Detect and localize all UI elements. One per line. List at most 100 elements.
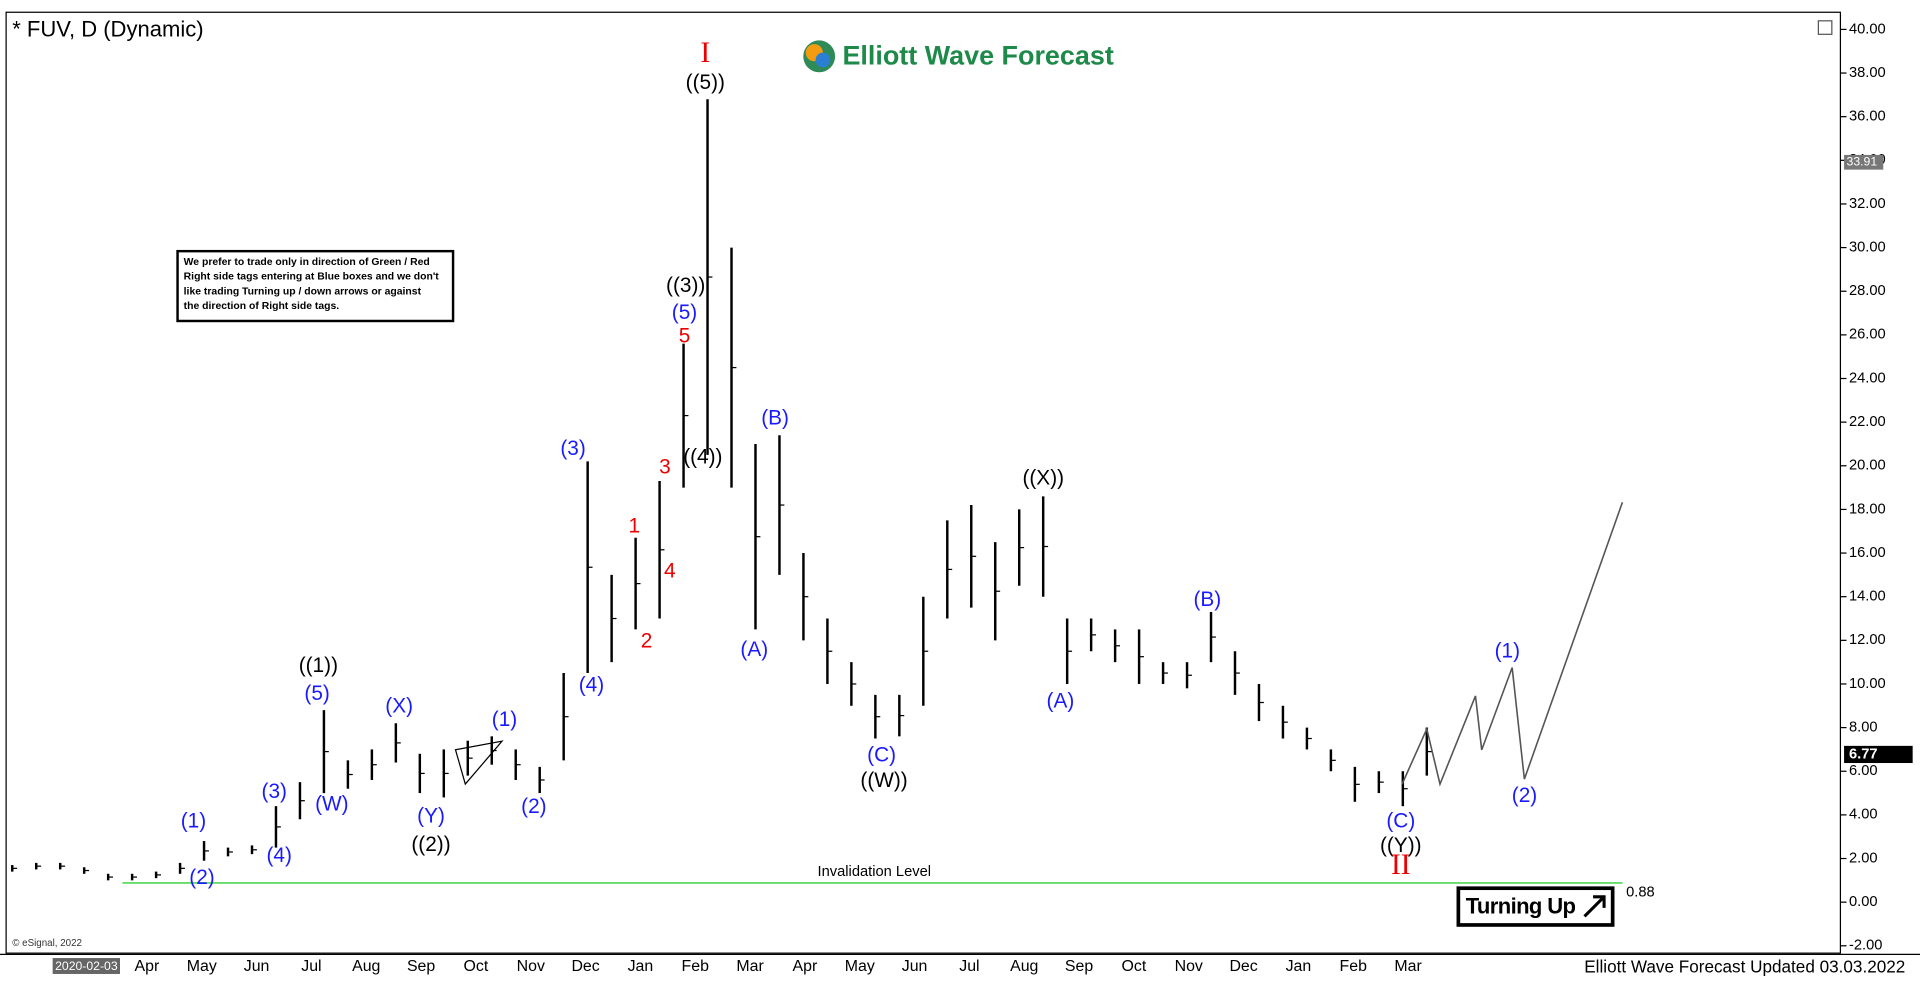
- wave-label: (3): [560, 437, 585, 460]
- wave-label: 1: [628, 514, 640, 537]
- last-price-tag: [1844, 745, 1913, 764]
- turning-badge: Turning Up: [1456, 886, 1615, 927]
- note-line: Right side tags entering at Blue boxes a…: [184, 272, 440, 283]
- chart-title: * FUV, D (Dynamic): [12, 16, 203, 41]
- x-tick-label: May: [845, 958, 875, 975]
- note-line: the direction of Right side tags.: [184, 301, 340, 312]
- projection-line: [1401, 501, 1624, 787]
- start-date: 2020-02-03: [55, 959, 118, 973]
- x-tick-label: Mar: [1394, 958, 1422, 975]
- marker-price-label: 33.91: [1847, 155, 1878, 169]
- y-tick-label: 16.00: [1849, 545, 1886, 561]
- x-tick-label: Jun: [902, 958, 928, 975]
- triangle-pattern: [454, 740, 504, 786]
- wave-label: (A): [1047, 689, 1075, 712]
- wave-label: 3: [659, 455, 671, 478]
- plot-frame: [5, 11, 1842, 954]
- y-tick-label: 20.00: [1849, 458, 1886, 474]
- y-tick-label: -2.00: [1849, 938, 1882, 954]
- wave-label: (4): [579, 674, 604, 697]
- y-tick-label: 26.00: [1849, 327, 1886, 343]
- wave-label: I: [700, 37, 710, 69]
- wave-label: (W): [315, 792, 349, 815]
- wave-label: (5): [672, 301, 697, 324]
- wave-label: 2: [641, 629, 653, 652]
- y-tick-label: 0.00: [1849, 894, 1878, 910]
- x-tick-label: Dec: [1229, 958, 1257, 975]
- wave-label: (C): [1386, 810, 1415, 833]
- wave-label: ((2)): [411, 833, 450, 856]
- badge-arrow: [1583, 895, 1606, 918]
- wave-label: (3): [262, 780, 287, 803]
- y-tick-label: 28.00: [1849, 283, 1886, 299]
- x-tick-label: May: [187, 958, 217, 975]
- note-line: like trading Turning up / down arrows or…: [184, 286, 422, 297]
- wave-label: 4: [664, 560, 676, 583]
- wave-label: (B): [1193, 588, 1221, 611]
- x-tick-label: Sep: [1065, 958, 1093, 975]
- y-tick-label: 18.00: [1849, 501, 1886, 517]
- note-frame: [176, 249, 455, 323]
- wave-label: (X): [385, 694, 413, 717]
- wave-label: (2): [189, 866, 214, 889]
- last-price-label: 6.77: [1849, 746, 1878, 762]
- wave-label: (1): [1495, 639, 1520, 662]
- y-tick-label: 22.00: [1849, 414, 1886, 430]
- x-tick-label: Jun: [244, 958, 270, 975]
- copyright: © eSignal, 2022: [12, 938, 82, 949]
- y-tick-label: 24.00: [1849, 370, 1886, 386]
- x-tick-label: Sep: [407, 958, 435, 975]
- note-line: We prefer to trade only in direction of …: [184, 257, 430, 268]
- wave-label: (4): [266, 844, 291, 867]
- x-tick-label: Feb: [682, 958, 710, 975]
- x-tick-label: Oct: [1122, 958, 1147, 975]
- badge-text: Turning Up: [1466, 894, 1576, 919]
- y-tick-label: 8.00: [1849, 719, 1878, 735]
- date-box: [52, 958, 120, 974]
- badge-frame: [1456, 886, 1615, 927]
- wave-label: (A): [740, 638, 768, 661]
- x-tick-label: Nov: [517, 958, 545, 975]
- x-tick-label: Apr: [793, 958, 818, 975]
- wave-label: 5: [679, 324, 691, 347]
- y-tick-label: 6.00: [1849, 763, 1878, 779]
- y-tick-label: 4.00: [1849, 807, 1878, 823]
- wave-label: (C): [867, 743, 896, 766]
- y-tick-label: 2.00: [1849, 850, 1878, 866]
- x-tick-label: Nov: [1175, 958, 1203, 975]
- wave-label: (2): [1512, 784, 1537, 807]
- wave-label: (2): [521, 795, 546, 818]
- wave-label: ((W)): [860, 769, 907, 792]
- note-box: We prefer to trade only in direction of …: [176, 249, 455, 323]
- window-icon: [1817, 20, 1833, 35]
- invalidation-label: Invalidation Level: [818, 864, 931, 880]
- x-tick-label: Oct: [464, 958, 489, 975]
- x-tick-label: Mar: [736, 958, 764, 975]
- invalidation-value: 0.88: [1626, 885, 1655, 901]
- y-tick-label: 12.00: [1849, 632, 1886, 648]
- y-tick-label: 38.00: [1849, 65, 1886, 81]
- wave-label: (1): [492, 708, 517, 731]
- x-tick-label: Apr: [135, 958, 160, 975]
- x-tick-label: Jan: [628, 958, 654, 975]
- footer: Elliott Wave Forecast Updated 03.03.2022: [1584, 956, 1905, 976]
- marker-price-tag: [1844, 154, 1884, 170]
- wave-label: ((3)): [666, 274, 705, 297]
- wave-label: ((4)): [683, 446, 722, 469]
- wave-label: (B): [761, 406, 789, 429]
- x-tick-label: Jan: [1286, 958, 1312, 975]
- y-tick-label: 10.00: [1849, 676, 1886, 692]
- x-tick-label: Feb: [1340, 958, 1368, 975]
- logo-text: Elliott Wave Forecast: [842, 41, 1113, 71]
- wave-label: ((1)): [299, 654, 338, 677]
- y-tick-label: 14.00: [1849, 589, 1886, 605]
- wave-label: (Y): [417, 805, 445, 828]
- x-tick-label: Dec: [571, 958, 599, 975]
- x-tick-label: Aug: [1010, 958, 1038, 975]
- x-tick-label: Aug: [352, 958, 380, 975]
- logo-icon: [815, 52, 831, 68]
- y-tick-label: 40.00: [1849, 21, 1886, 37]
